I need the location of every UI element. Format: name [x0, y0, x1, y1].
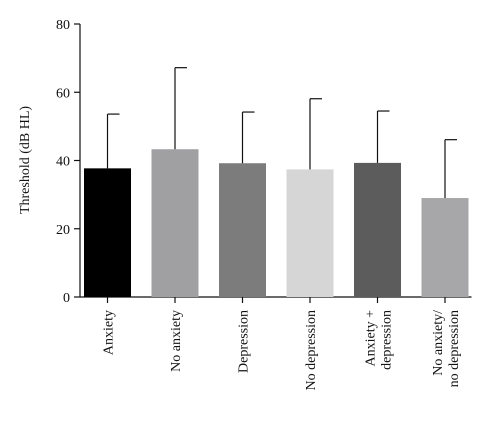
- y-tick-label: 0: [63, 291, 70, 306]
- bar: [354, 162, 401, 297]
- y-tick-label: 60: [56, 86, 70, 101]
- x-tick-label: Depression: [237, 310, 252, 373]
- x-tick-label: Anxiety: [102, 310, 117, 355]
- y-ticks: 0 20 40 60 80: [56, 18, 80, 306]
- bar: [421, 198, 469, 297]
- x-tick-label: no depression: [447, 310, 462, 387]
- x-tick-label: Anxiety +: [364, 310, 379, 367]
- x-tick-labels: Anxiety No anxiety Depression No depression…: [102, 297, 462, 391]
- y-tick-label: 40: [56, 155, 70, 170]
- bar: [84, 168, 131, 297]
- y-tick-label: 80: [56, 18, 70, 33]
- x-tick-label: No depression: [304, 310, 319, 391]
- bar: [219, 163, 266, 297]
- bar: [286, 169, 334, 297]
- y-axis-label: Threshold (dB HL): [18, 106, 33, 214]
- y-tick-label: 20: [56, 223, 70, 238]
- error-bars: [106, 67, 457, 199]
- bar: [151, 149, 199, 297]
- axes: [79, 24, 472, 298]
- x-tick-label: depression: [380, 310, 395, 370]
- bars: [84, 149, 469, 297]
- x-tick-label: No anxiety: [169, 310, 184, 372]
- x-tick-label: No anxiety/: [431, 310, 446, 376]
